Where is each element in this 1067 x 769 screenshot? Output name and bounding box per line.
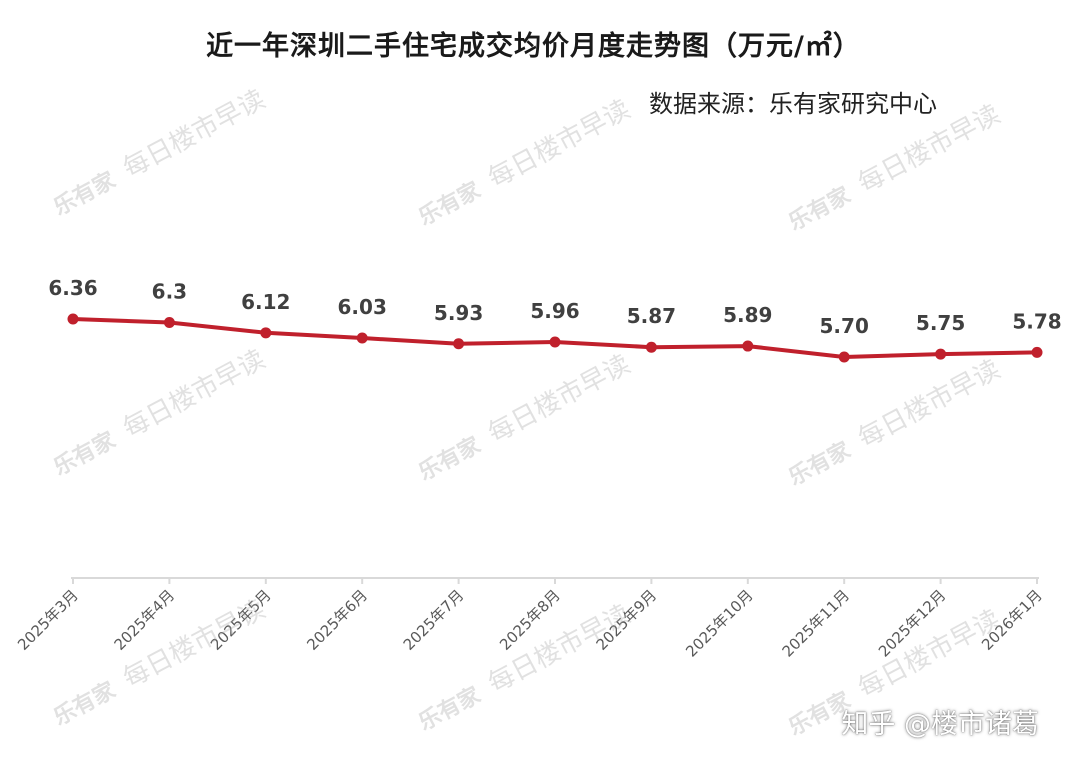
data-label: 5.93 [434,301,483,325]
data-label: 5.87 [627,304,676,328]
chart-title: 近一年深圳二手住宅成交均价月度走势图（万元/㎡） [206,31,861,62]
data-point [163,316,175,328]
x-tick-label: 2025年4月 [111,586,179,654]
x-tick-label: 2025年3月 [14,586,82,654]
data-point [1031,346,1043,358]
data-point [67,313,79,325]
data-point [742,340,754,352]
x-tick-labels: 2025年3月 2025年4月 2025年5月 2025年6月 2025年7月 2025年… [14,586,1046,660]
data-point [260,327,272,339]
data-labels: 6.36 6.3 6.12 6.03 5.93 5.96 5.87 5.89 5.70 5.75 5… [48,276,1061,338]
data-point [838,351,850,363]
x-tick-label: 2025年5月 [207,586,275,654]
x-tick-label: 2025年12月 [875,586,949,660]
x-tick-label: 2026年1月 [978,586,1046,654]
data-points [67,313,1043,363]
x-tick-label: 2025年6月 [303,586,371,654]
x-tick-label: 2025年10月 [682,586,756,660]
corner-credit: 知乎 @楼市诸葛 [841,709,1039,740]
data-point [935,348,947,360]
data-point [549,336,561,348]
data-label: 5.78 [1012,309,1061,333]
data-label: 6.3 [152,279,187,303]
data-label: 6.36 [48,276,97,300]
data-point [645,341,657,353]
x-tick-label: 2025年7月 [400,586,468,654]
x-tick-label: 2025年9月 [593,586,661,654]
data-point [356,332,368,344]
data-label: 5.96 [530,299,579,323]
x-axis [71,577,1039,584]
data-label: 5.75 [916,311,965,335]
x-tick-label: 2025年8月 [496,586,564,654]
x-tick-label: 2025年11月 [779,586,853,660]
data-label: 5.70 [820,314,869,338]
data-point [453,338,465,350]
data-source: 数据来源：乐有家研究中心 [649,90,937,118]
data-label: 6.12 [241,290,290,314]
data-label: 6.03 [338,295,387,319]
data-label: 5.89 [723,303,772,327]
